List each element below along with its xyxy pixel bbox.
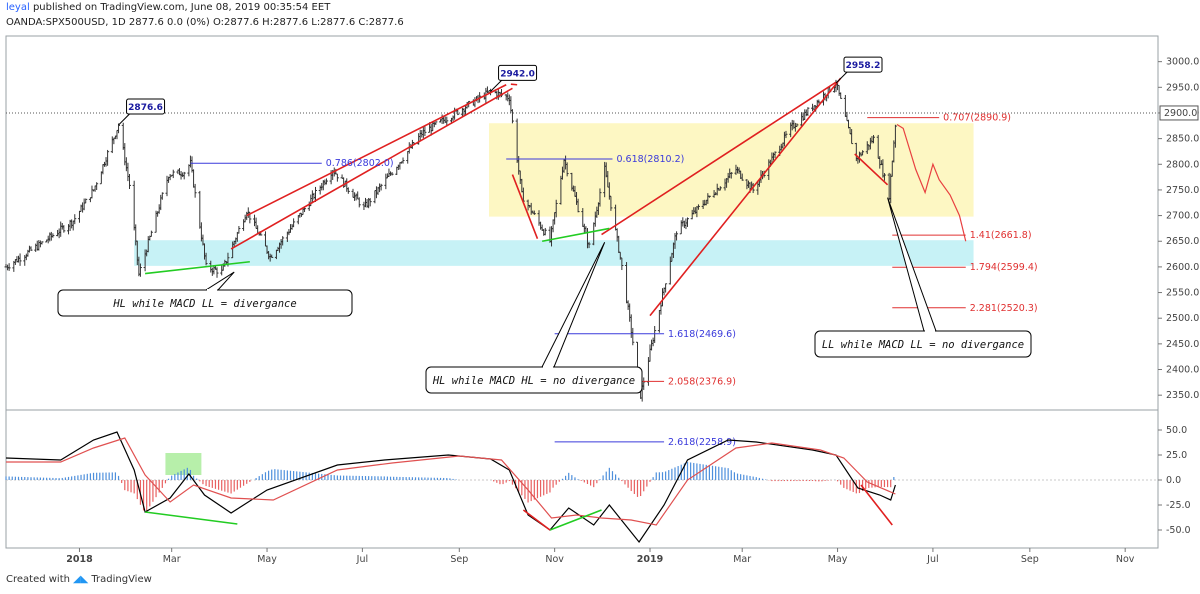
annotation-text: HL while MACD HL = no divergance (432, 375, 635, 387)
trend-line-1 (246, 84, 507, 217)
time-tick-label: Sep (1021, 554, 1039, 565)
price-tick-label: 2950.0 (1166, 82, 1199, 93)
publish-info: published on TradingView.com, June 08, 2… (32, 2, 331, 13)
annotation-text: HL while MACD LL = divergance (112, 298, 296, 310)
macd-histogram (5, 462, 895, 511)
price-tick-label: 2850.0 (1166, 134, 1199, 145)
time-tick-label: Jul (926, 554, 938, 565)
macd-tick-label: 25.0 (1166, 450, 1187, 461)
last-price-tag (1159, 105, 1199, 121)
author-link[interactable]: leyal (6, 2, 30, 13)
annotation-box (814, 330, 1032, 358)
macd-annotation-line (860, 484, 893, 526)
macd-tick-label: -50.0 (1166, 525, 1191, 536)
trend-line-7 (145, 260, 250, 275)
trend-line-4 (649, 77, 842, 317)
fib-level-label: 2.281(2520.3) (970, 303, 1038, 314)
fib-level-label: 1.41(2661.8) (970, 230, 1032, 241)
high-label-box (498, 64, 538, 81)
tradingview-logo-icon: ◢◣ (72, 574, 89, 585)
time-tick-label: Sep (450, 554, 468, 565)
chart-svg[interactable]: 0.786(2802.0) 0.618(2810.2) 1.618(2469.6) 2… (0, 34, 1200, 574)
macd-tick-label: -25.0 (1166, 500, 1191, 511)
time-tick-label: 2019 (637, 554, 663, 565)
trend-line-2 (510, 83, 518, 86)
high-label: 2942.0 (500, 69, 535, 79)
annotation-box (57, 289, 353, 317)
symbol-ohlc-line: OANDA:SPX500USD, 1D 2877.6 0.0 (0%) O:28… (6, 17, 404, 28)
time-tick-label: May (257, 554, 277, 565)
price-tick-label: 2550.0 (1166, 288, 1199, 299)
high-label-pointer (490, 79, 503, 92)
fib-level-label: 1.618(2469.6) (668, 329, 736, 340)
high-label-box (126, 98, 166, 115)
annotation-text: LL while MACD LL = no divergance (822, 339, 1024, 351)
time-tick-label: Jul (356, 554, 368, 565)
time-tick-label: Mar (733, 554, 751, 565)
footer: Created with ◢◣ TradingView (6, 574, 152, 585)
price-tick-label: 3000.0 (1166, 57, 1199, 68)
fib-level-label: 2.618(2258.9) (668, 437, 736, 448)
fib-level-label: 0.786(2802.0) (326, 158, 394, 169)
high-label: 2958.2 (846, 61, 881, 71)
time-tick-label: Nov (1116, 554, 1135, 565)
publish-line: leyal published on TradingView.com, June… (6, 2, 330, 13)
projection-line (896, 123, 967, 242)
price-tick-label: 2400.0 (1166, 365, 1199, 376)
macd-annotation-line (145, 511, 238, 525)
fib-level-label: 0.618(2810.2) (616, 154, 684, 165)
high-label: 2876.6 (128, 103, 163, 113)
price-tick-label: 2650.0 (1166, 236, 1199, 247)
created-with-label: Created with (6, 574, 70, 585)
signal-line (6, 437, 896, 526)
annotation-box (425, 366, 643, 394)
macd-tick-label: 50.0 (1166, 425, 1187, 436)
price-tick-label: 2750.0 (1166, 185, 1199, 196)
macd-highlight-box (165, 453, 202, 475)
price-tick-label: 2800.0 (1166, 159, 1199, 170)
macd-annotation-line (522, 509, 551, 531)
fib-level-label: 2.058(2376.9) (668, 376, 736, 387)
price-tick-label: 2700.0 (1166, 211, 1199, 222)
trend-line-0 (230, 87, 513, 250)
high-label-box (843, 56, 883, 73)
trend-line-5 (511, 174, 539, 239)
macd-tick-label: 0.0 (1166, 475, 1181, 486)
price-tick-label: 2600.0 (1166, 262, 1199, 273)
price-tick-label: 2350.0 (1166, 390, 1199, 401)
time-tick-label: May (828, 554, 848, 565)
time-tick-label: Nov (545, 554, 564, 565)
chart-header: leyal published on TradingView.com, June… (0, 0, 1200, 34)
trend-line-6 (854, 153, 889, 186)
time-tick-label: Mar (163, 554, 181, 565)
trend-line-3 (601, 81, 837, 236)
high-label-pointer (835, 70, 849, 84)
trend-line-8 (541, 227, 610, 243)
tradingview-brand[interactable]: TradingView (91, 574, 152, 585)
price-bars (4, 79, 897, 402)
price-tick-label: 2450.0 (1166, 339, 1199, 350)
macd-line (5, 431, 896, 544)
price-tick-label: 2500.0 (1166, 313, 1199, 324)
zone-1 (134, 240, 974, 266)
zone-0 (488, 123, 974, 217)
fib-level-label: 0.707(2890.9) (943, 113, 1011, 124)
fib-level-label: 1.794(2599.4) (970, 262, 1038, 273)
high-label-pointer (118, 112, 131, 126)
time-tick-label: 2018 (66, 554, 93, 565)
last-price-label: 2900.0 (1164, 108, 1197, 119)
macd-annotation-line (549, 509, 602, 531)
